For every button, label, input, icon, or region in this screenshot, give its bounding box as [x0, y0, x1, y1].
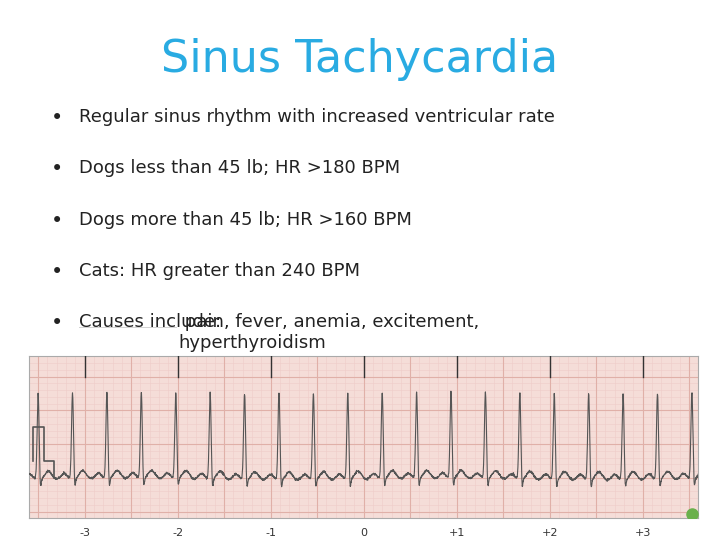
Text: •: • [50, 211, 63, 231]
Text: •: • [50, 108, 63, 128]
Text: Dogs less than 45 lb; HR >180 BPM: Dogs less than 45 lb; HR >180 BPM [79, 159, 400, 177]
Text: •: • [50, 313, 63, 333]
Text: pain, fever, anemia, excitement,
hyperthyroidism: pain, fever, anemia, excitement, hyperth… [179, 313, 479, 352]
Text: Dogs more than 45 lb; HR >160 BPM: Dogs more than 45 lb; HR >160 BPM [79, 211, 412, 228]
Text: Cats: HR greater than 240 BPM: Cats: HR greater than 240 BPM [79, 262, 360, 280]
Text: Regular sinus rhythm with increased ventricular rate: Regular sinus rhythm with increased vent… [79, 108, 555, 126]
Text: Sinus Tachycardia: Sinus Tachycardia [161, 38, 559, 81]
Text: Causes include:: Causes include: [79, 313, 221, 331]
Text: •: • [50, 262, 63, 282]
Text: •: • [50, 159, 63, 179]
